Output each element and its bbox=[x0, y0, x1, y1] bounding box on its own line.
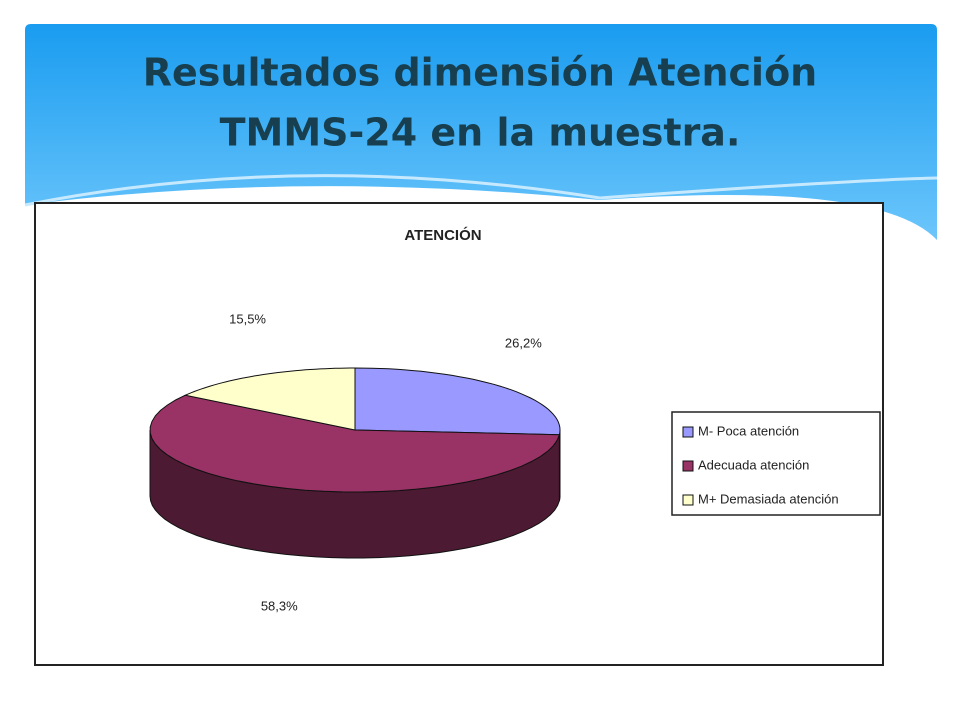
legend-swatch bbox=[682, 460, 694, 472]
legend-swatch bbox=[682, 494, 694, 506]
pie-slice bbox=[354, 367, 561, 436]
banner-wave bbox=[24, 174, 938, 207]
data-label: 15,5% bbox=[229, 311, 266, 326]
legend-label: M- Poca atención bbox=[698, 423, 799, 438]
slide-title: Resultados dimensión Atención bbox=[143, 51, 817, 95]
legend-label: M+ Demasiada atención bbox=[698, 491, 839, 506]
pie-slice bbox=[183, 367, 356, 431]
data-label: 26,2% bbox=[505, 335, 542, 350]
slide-title: TMMS-24 en la muestra. bbox=[220, 111, 741, 155]
legend-swatch bbox=[682, 426, 694, 438]
pie-slice bbox=[149, 394, 561, 493]
legend-label: Adecuada atención bbox=[698, 457, 809, 472]
data-label: 58,3% bbox=[261, 599, 298, 614]
legend bbox=[671, 411, 881, 516]
chart-title: ATENCIÓN bbox=[404, 226, 481, 244]
banner bbox=[25, 24, 937, 240]
